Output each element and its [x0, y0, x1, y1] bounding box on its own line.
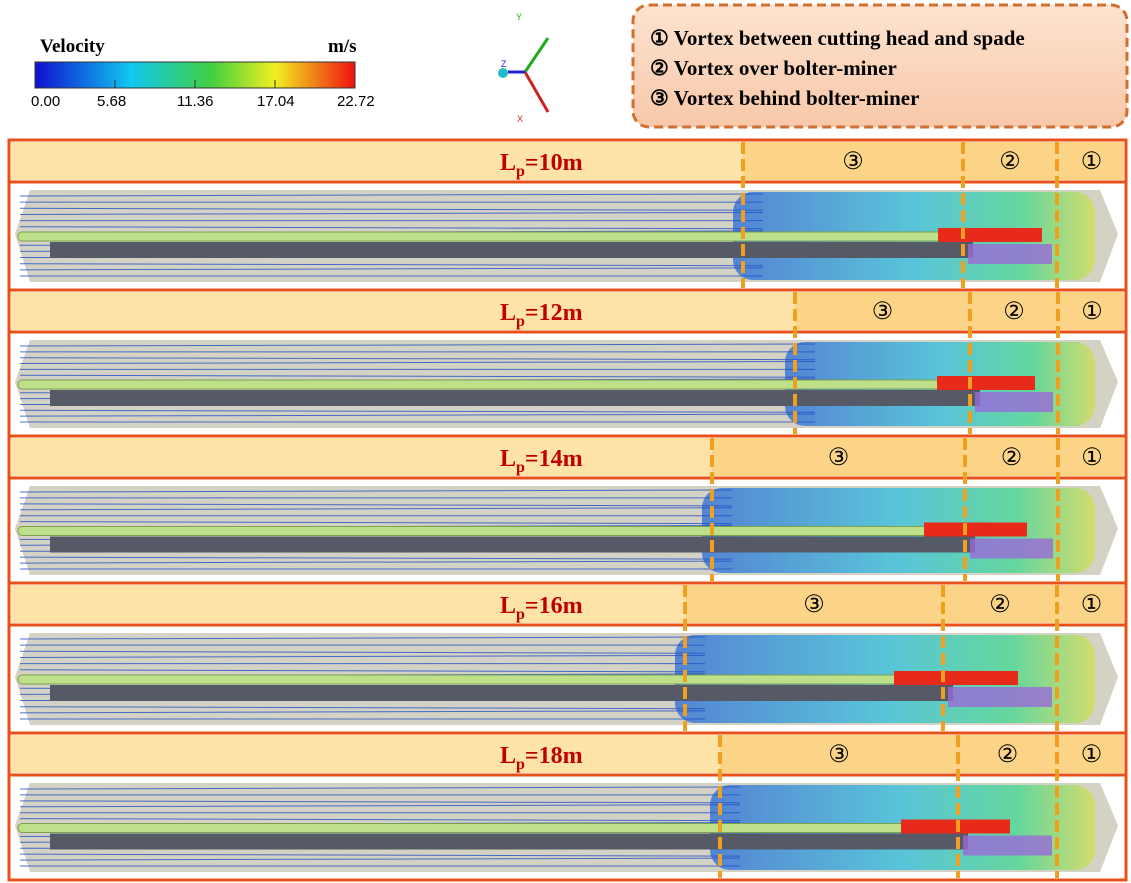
pipe [18, 824, 966, 833]
machine-base [50, 537, 975, 553]
machine-base [50, 834, 968, 850]
axis-triad: Y Z X [498, 12, 548, 124]
zone-label: ③ [872, 299, 894, 325]
axis-label: X [517, 114, 523, 124]
label-main: L [500, 300, 516, 326]
zone-label: ② [997, 742, 1019, 768]
header-band-zones [720, 735, 1124, 773]
label-rest: =10m [525, 150, 583, 176]
machine-base [50, 242, 973, 258]
zone-label: ② [989, 592, 1011, 618]
header-band-zones [795, 292, 1124, 330]
panel-label: Lp=10m [500, 150, 583, 180]
panel-label: Lp=14m [500, 446, 583, 476]
axis-label: Z [501, 59, 507, 69]
pipe [18, 527, 973, 536]
pipe [18, 380, 978, 389]
zone-label: ① [1081, 592, 1103, 618]
zone-label: ① [1081, 445, 1103, 471]
label-rest: =12m [525, 300, 583, 326]
miner-head [894, 671, 1018, 685]
header-band [11, 585, 685, 623]
miner-body [968, 244, 1052, 264]
zone-label: ③ [842, 149, 864, 175]
header-band-zones [743, 142, 1124, 180]
zone-label: ② [999, 149, 1021, 175]
panel-label: Lp=16m [500, 593, 583, 623]
machine-base [50, 685, 953, 701]
zone-label: ② [1001, 445, 1023, 471]
axis-label: Y [516, 12, 522, 22]
zone-label: ③ [828, 742, 850, 768]
label-sub: p [516, 163, 525, 180]
zone-label: ③ [803, 592, 825, 618]
label-main: L [500, 150, 516, 176]
miner-body [970, 539, 1053, 559]
header-band-zones [712, 438, 1124, 476]
panel: Lp=14m ③ ② ① [9, 436, 1126, 583]
colorbar-title: Velocity [40, 36, 105, 57]
pipe [18, 675, 951, 684]
colorbar-tick-label: 0.00 [31, 93, 60, 110]
legend-item: ① Vortex between cutting head and spade [650, 26, 1025, 50]
legend-item: ③ Vortex behind bolter-miner [650, 86, 919, 110]
miner-body [975, 392, 1053, 412]
miner-body [963, 836, 1052, 856]
pipe [18, 232, 971, 241]
panel-label: Lp=18m [500, 743, 583, 773]
zone-label: ① [1081, 742, 1103, 768]
header-band [11, 292, 795, 330]
zone-label: ① [1081, 149, 1103, 175]
miner-head [938, 228, 1042, 242]
label-sub: p [516, 756, 525, 773]
colorbar-tick-label: 5.68 [97, 93, 126, 110]
page: Velocity m/s YZX Lp=10m③②①Lp=12m③②①Lp=14… [0, 0, 1131, 883]
panel: Lp=18m ③ ② ① [9, 733, 1126, 880]
panel: Lp=12m ③ ② ① [9, 290, 1126, 436]
panel-label: Lp=12m [500, 300, 583, 330]
colorbar-unit: m/s [328, 36, 357, 57]
colorbar-tick-label: 22.72 [337, 93, 375, 110]
colorbar-tick-label: 17.04 [257, 93, 295, 110]
label-rest: =16m [525, 593, 583, 619]
zone-label: ③ [828, 445, 850, 471]
label-main: L [500, 593, 516, 619]
label-main: L [500, 446, 516, 472]
miner-head [924, 523, 1027, 537]
header-band [11, 142, 743, 180]
label-sub: p [516, 606, 525, 623]
zone-label: ② [1003, 299, 1025, 325]
colorbar-tick-label: 11.36 [177, 93, 213, 110]
label-sub: p [516, 313, 525, 330]
legend-item: ② Vortex over bolter-miner [650, 56, 897, 80]
header-band [11, 438, 712, 476]
machine-base [50, 390, 980, 406]
zone-label: ① [1081, 299, 1103, 325]
panel: Lp=16m ③ ② ① [9, 583, 1126, 733]
miner-head [901, 820, 1010, 834]
label-sub: p [516, 459, 525, 476]
figure: Velocity m/s YZX Lp=10m③②①Lp=12m③②①Lp=14… [0, 0, 1131, 883]
label-rest: =14m [525, 446, 583, 472]
label-rest: =18m [525, 743, 583, 769]
label-main: L [500, 743, 516, 769]
panel: Lp=10m ③ ② ① [9, 140, 1126, 290]
miner-body [948, 687, 1052, 707]
header-band [11, 735, 720, 773]
miner-head [937, 376, 1035, 390]
